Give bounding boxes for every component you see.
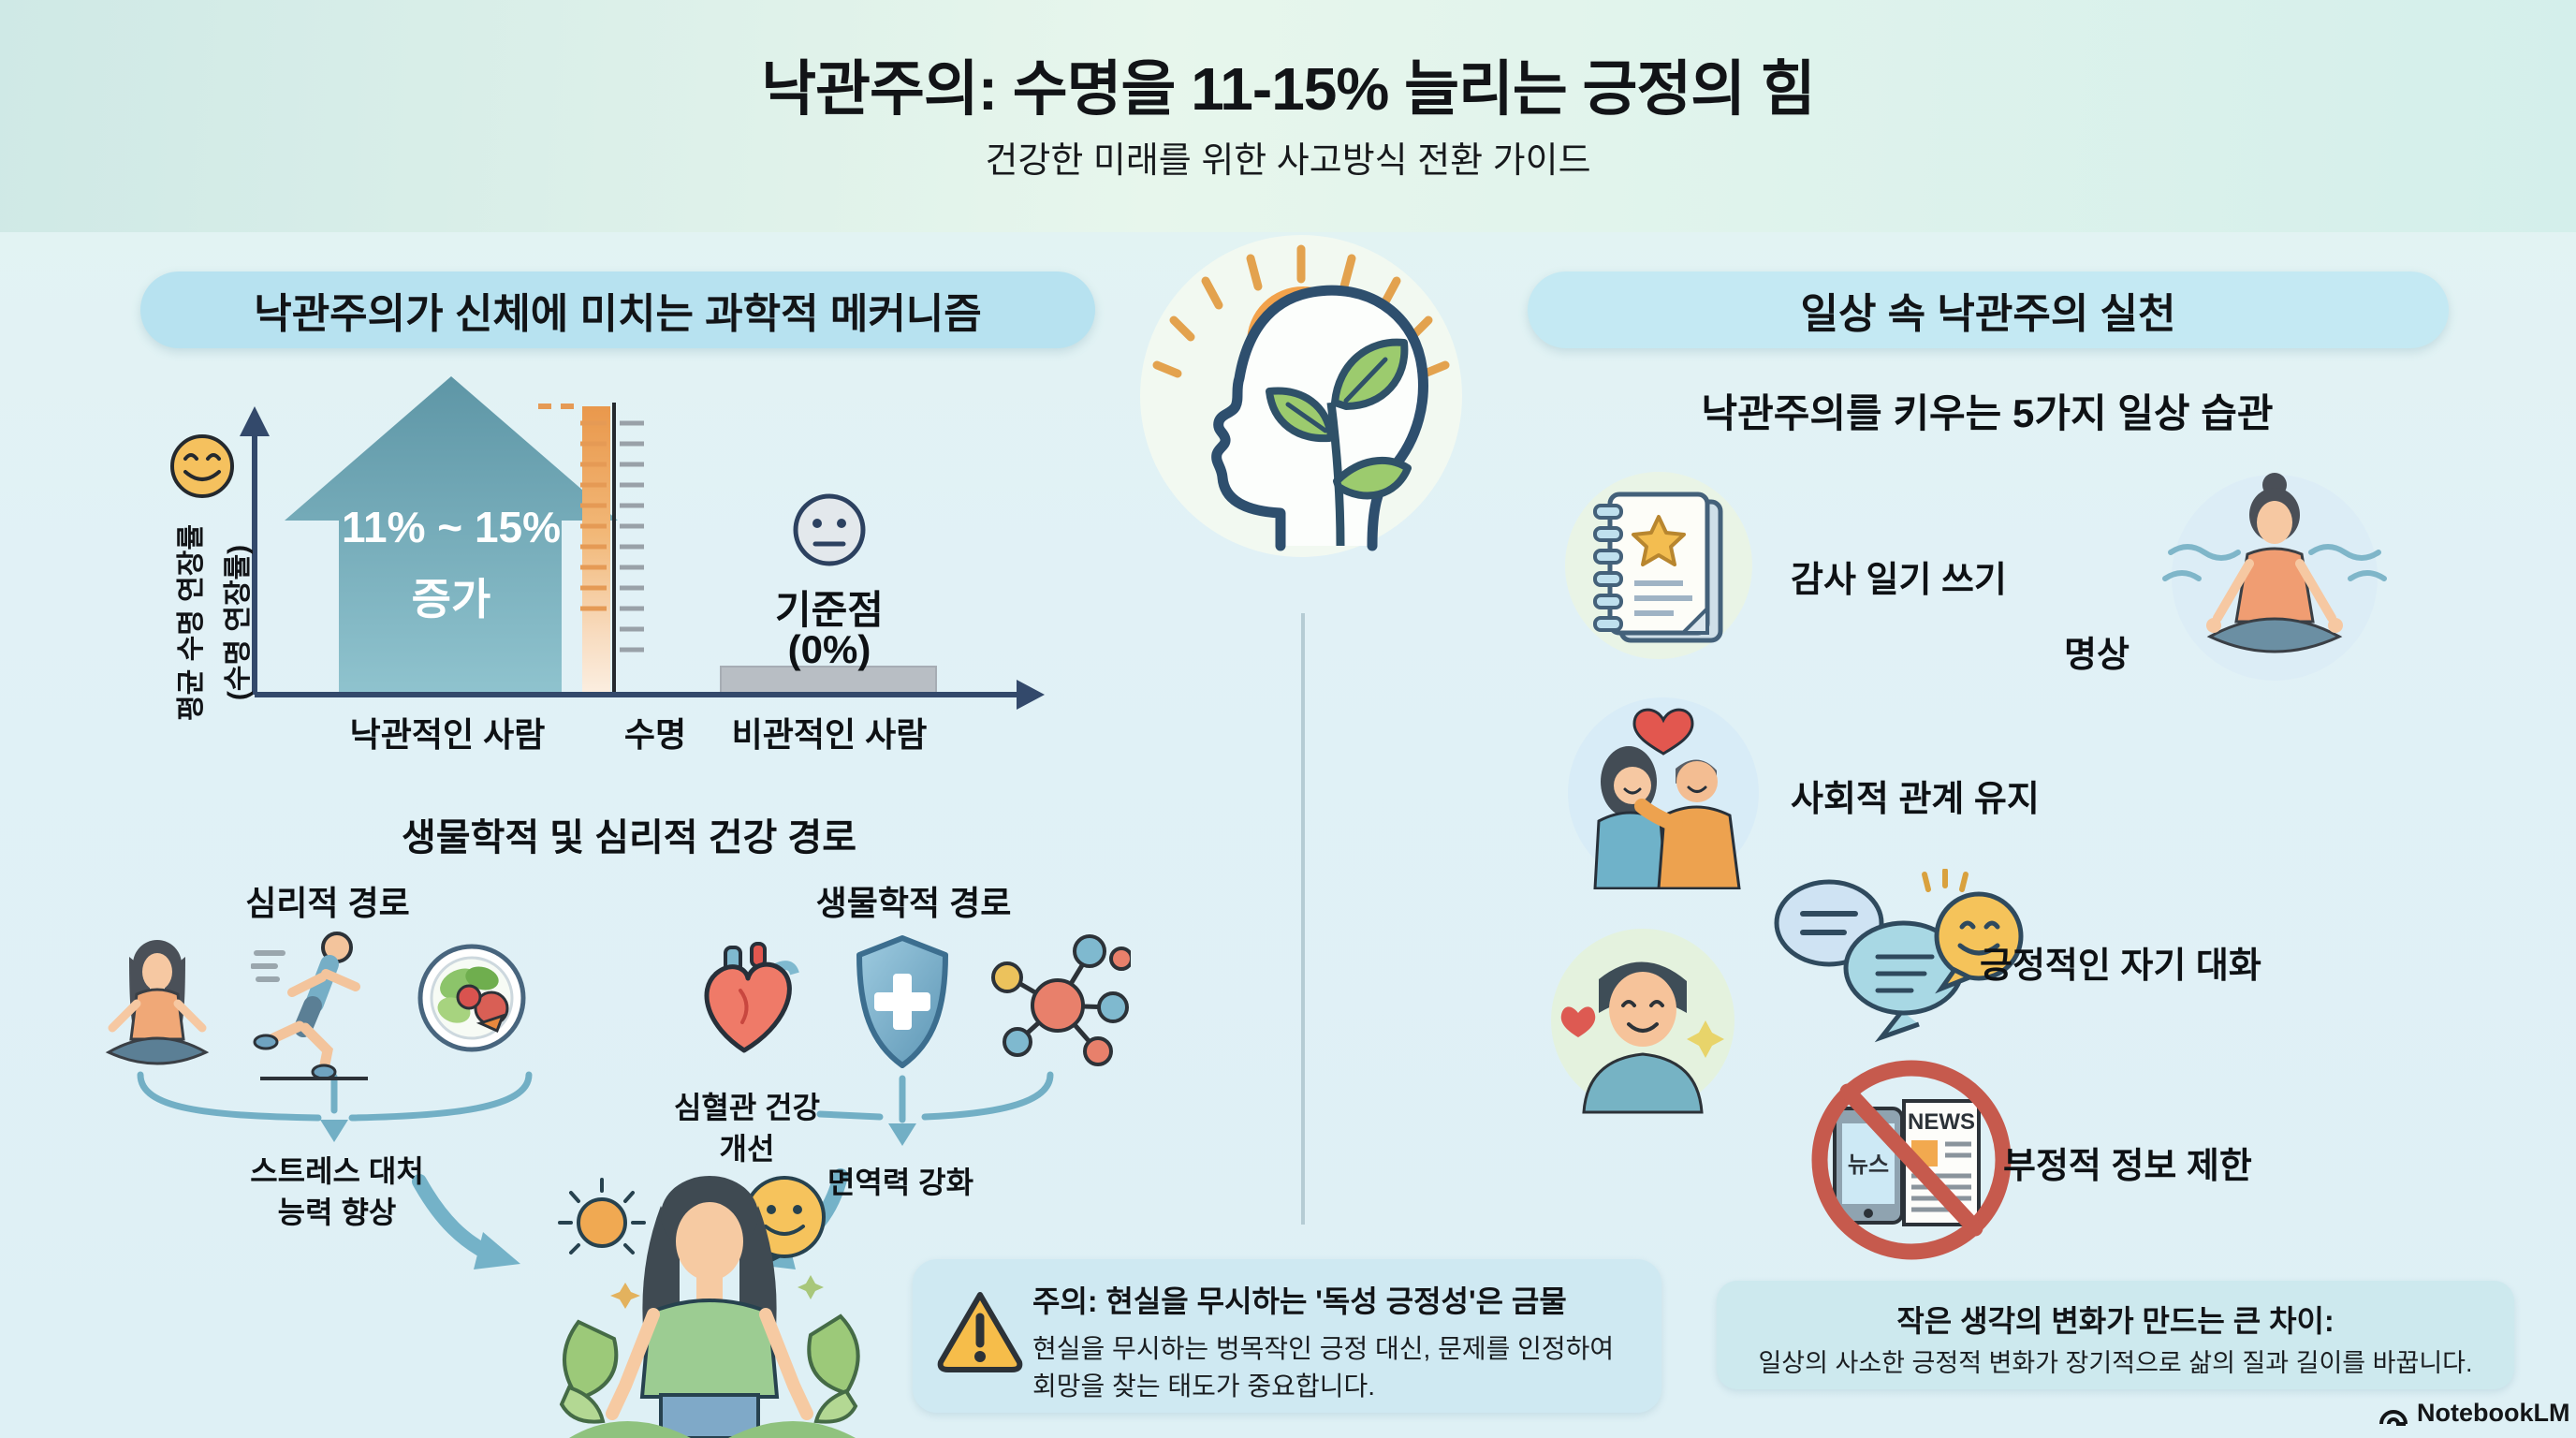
summary-body: 일상의 사소한 긍정적 변화가 장기적으로 삶의 질과 길이를 바꿉니다. xyxy=(1758,1349,2473,1377)
gratitude-journal-icon xyxy=(1565,472,1752,659)
stress-label2: 능력 향상 xyxy=(277,1196,397,1229)
couple-icon xyxy=(1568,697,1759,889)
habit-label-newslimit: 부정적 정보 제한 xyxy=(2003,1147,2252,1186)
meditation-icon xyxy=(105,940,210,1065)
speech-bubbles-icon xyxy=(1774,869,2024,1043)
warning-title: 주의: 현실을 무시하는 '독성 긍정성'은 금물 xyxy=(1032,1284,1567,1318)
immune-shield-icon xyxy=(856,935,948,1068)
habits-subtitle: 낙관주의를 키우는 5가지 일상 습관 xyxy=(1701,391,2274,435)
header-band xyxy=(0,0,2576,232)
habit-label-social: 사회적 관계 유지 xyxy=(1791,780,2040,819)
baseline-label: 기준점 xyxy=(775,588,884,632)
summary-title: 작은 생각의 변화가 만드는 큰 차이: xyxy=(1896,1304,2334,1338)
toxic-positivity-warning-box: 주의: 현실을 무시하는 '독성 긍정성'은 금물 현실을 무시하는 벙목작인 … xyxy=(913,1259,1661,1413)
sparkle-icon xyxy=(1687,1020,1724,1058)
notebooklm-logo-icon xyxy=(2379,1409,2408,1426)
salad-icon xyxy=(417,944,526,1052)
habit-label-journal: 감사 일기 쓰기 xyxy=(1791,561,2007,600)
small-heart-icon xyxy=(1560,1006,1596,1037)
lifespan-ruler-bar xyxy=(582,406,610,693)
biological-path-label: 생물학적 경로 xyxy=(815,884,1012,922)
optimist-arrow-bar xyxy=(285,376,618,693)
warning-body-1: 현실을 무시하는 벙목작인 긍정 대신, 문제를 인정하여 xyxy=(1032,1334,1615,1363)
cardio-label2: 개선 xyxy=(719,1132,775,1166)
stress-label: 스트레스 대처 xyxy=(250,1154,424,1188)
star-icon xyxy=(1632,515,1686,566)
left-section-title: 낙관주의가 신체에 미치는 과학적 메커니즘 xyxy=(254,291,982,337)
runner-icon xyxy=(251,932,368,1080)
leaf-right-icon xyxy=(807,1313,860,1396)
meditation-habit-icon xyxy=(2162,473,2387,681)
cardio-label: 심혈관 건강 xyxy=(673,1091,821,1124)
healthy-person-illustration xyxy=(558,1176,860,1438)
immunity-label: 면역력 강화 xyxy=(827,1166,974,1199)
pessimist-category-label: 비관적인 사람 xyxy=(731,715,928,754)
small-sun-icon xyxy=(558,1178,646,1255)
habit-label-selftalk: 긍정적인 자기 대화 xyxy=(1980,946,2261,986)
happy-man-icon xyxy=(1551,929,1734,1114)
habit-label-meditation: 명상 xyxy=(2064,636,2130,675)
neutral-face-icon xyxy=(793,493,866,566)
warning-triangle-icon xyxy=(937,1292,1023,1372)
newspaper-header-text: NEWS xyxy=(1908,1109,1975,1135)
y-axis-label: 평균 수명 연장률 (수명 연장률) xyxy=(176,524,254,721)
left-section-header: 낙관주의가 신체에 미치는 과학적 메커니즘 xyxy=(140,271,1095,348)
page-subtitle: 건강한 미래를 위한 사고방식 전환 가이드 xyxy=(985,141,1591,181)
pessimist-baseline-bar xyxy=(720,666,937,694)
phone-news-text: 뉴스 xyxy=(1848,1152,1889,1178)
heart-organ-icon xyxy=(704,942,799,1053)
optimist-smiley-icon xyxy=(170,434,234,498)
prohibition-circle-icon xyxy=(1811,1060,2012,1260)
pathways-title: 생물학적 및 심리적 건강 경로 xyxy=(401,817,857,858)
sparkle-icon xyxy=(610,1283,640,1309)
psych-bracket xyxy=(137,1071,533,1122)
heart-icon xyxy=(1632,708,1694,756)
ruler-axis-label: 수명 xyxy=(623,715,687,754)
warning-body-2: 회망을 찾는 태도가 중요합니다. xyxy=(1032,1372,1375,1401)
news-ban-icon: 뉴스 NEWS xyxy=(1811,1060,2012,1260)
calm-waves-icon xyxy=(2162,544,2387,581)
baseline-pct-label: (0%) xyxy=(787,627,871,671)
psychological-path-label: 심리적 경로 xyxy=(245,884,410,922)
bar-value-label2: 증가 xyxy=(411,575,491,624)
bio-bracket xyxy=(816,1071,1054,1123)
molecule-icon xyxy=(991,934,1131,1066)
head-plant-illustration xyxy=(1140,235,1462,557)
optimist-category-label: 낙관적인 사람 xyxy=(349,715,546,754)
right-section-title: 일상 속 낙관주의 실천 xyxy=(1800,291,2176,337)
chart-axes xyxy=(240,406,1045,710)
plant-stem-icon xyxy=(1326,402,1345,547)
page-title: 낙관주의: 수명을 11-15% 늘리는 긍정의 힘 xyxy=(761,55,1816,123)
sparkle-lines-icon xyxy=(1922,869,1969,892)
brand-text: NotebookLM xyxy=(2417,1399,2570,1427)
notebooklm-attribution: NotebookLM xyxy=(2378,1399,2569,1428)
right-section-header: 일상 속 낙관주의 실천 xyxy=(1528,271,2449,348)
summary-box: 작은 생각의 변화가 만드는 큰 차이: 일상의 사소한 긍정적 변화가 장기적… xyxy=(1717,1281,2514,1389)
bar-value-label: 11% ~ 15% xyxy=(341,503,562,551)
